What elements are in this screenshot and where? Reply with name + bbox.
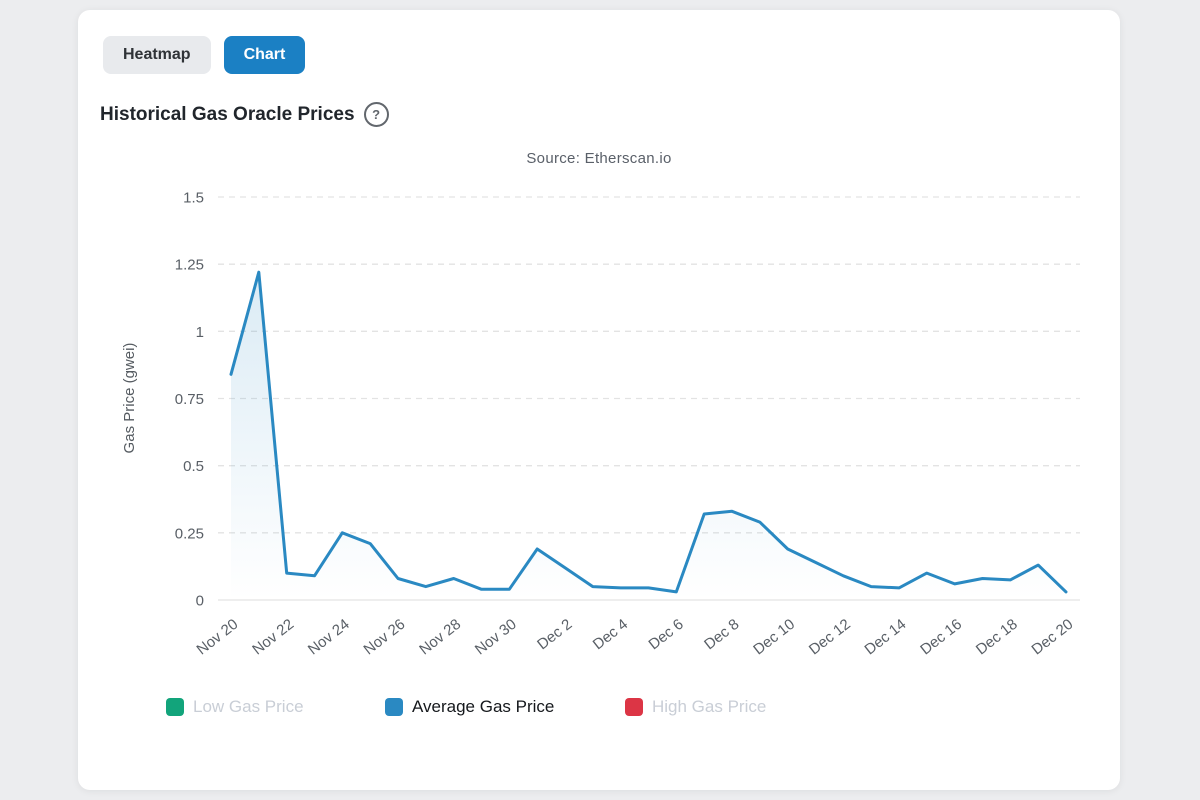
svg-text:Dec 14: Dec 14: [862, 616, 910, 659]
chart-tab-button[interactable]: Chart: [223, 36, 306, 74]
title-row: Historical Gas Oracle Prices ?: [100, 102, 389, 127]
svg-text:Dec 6: Dec 6: [645, 616, 686, 654]
y-tick-labels: 0 0.25 0.5 0.75 1 1.25 1.5: [175, 190, 204, 610]
legend-label: Low Gas Price: [193, 697, 304, 716]
legend-item-average-gas-price[interactable]: Average Gas Price: [385, 697, 554, 717]
gas-price-line-chart: 0 0.25 0.5 0.75 1 1.25 1.5 Gas Price (gwei) Nov …: [121, 190, 1080, 659]
average-gas-line: [229, 270, 1068, 594]
x-tick-labels: Nov 20 Nov 22 Nov 24 Nov 26 Nov 28 Nov 30 Dec …: [194, 616, 1077, 659]
chart-card: Heatmap Chart Historical Gas Oracle Pric…: [78, 10, 1120, 790]
svg-text:Dec 8: Dec 8: [701, 616, 742, 654]
svg-text:Dec 16: Dec 16: [917, 616, 965, 659]
y-axis-title: Gas Price (gwei): [121, 343, 138, 454]
svg-text:Dec 18: Dec 18: [973, 616, 1021, 659]
help-question-icon[interactable]: ?: [363, 102, 389, 127]
svg-text:Dec 4: Dec 4: [590, 616, 631, 654]
page-title: Historical Gas Oracle Prices: [100, 103, 355, 125]
average-gas-swatch-icon: [385, 698, 403, 716]
svg-text:Nov 22: Nov 22: [249, 616, 297, 659]
legend-item-low-gas-price[interactable]: Low Gas Price: [166, 697, 304, 717]
svg-text:Dec 2: Dec 2: [534, 616, 575, 654]
chart-source-label: Source: Etherscan.io: [526, 150, 672, 167]
svg-text:Nov 20: Nov 20: [194, 616, 242, 659]
svg-text:1: 1: [196, 324, 204, 341]
average-gas-area: [231, 272, 1066, 600]
view-toggle: Heatmap Chart: [103, 36, 306, 74]
chart-legend: Low Gas Price Average Gas Price High Gas…: [78, 697, 1120, 723]
svg-text:1.5: 1.5: [183, 190, 204, 207]
svg-text:0.75: 0.75: [175, 391, 204, 408]
heatmap-tab-button[interactable]: Heatmap: [103, 36, 211, 74]
low-gas-swatch-icon: [166, 698, 184, 716]
svg-text:Nov 26: Nov 26: [361, 616, 409, 659]
legend-label: Average Gas Price: [412, 697, 555, 716]
svg-text:Nov 28: Nov 28: [416, 616, 464, 659]
svg-text:Dec 10: Dec 10: [750, 616, 798, 659]
legend-item-high-gas-price[interactable]: High Gas Price: [625, 697, 766, 717]
svg-text:0: 0: [196, 593, 204, 610]
svg-text:0.25: 0.25: [175, 525, 204, 542]
y-gridlines: [218, 196, 1080, 601]
svg-text:Nov 30: Nov 30: [472, 616, 520, 659]
high-gas-swatch-icon: [625, 698, 643, 716]
svg-text:Nov 24: Nov 24: [305, 616, 353, 659]
svg-text:Dec 12: Dec 12: [806, 616, 854, 659]
svg-text:1.25: 1.25: [175, 257, 204, 274]
svg-text:Dec 20: Dec 20: [1029, 616, 1077, 659]
legend-label: High Gas Price: [652, 697, 767, 716]
svg-text:0.5: 0.5: [183, 458, 204, 475]
